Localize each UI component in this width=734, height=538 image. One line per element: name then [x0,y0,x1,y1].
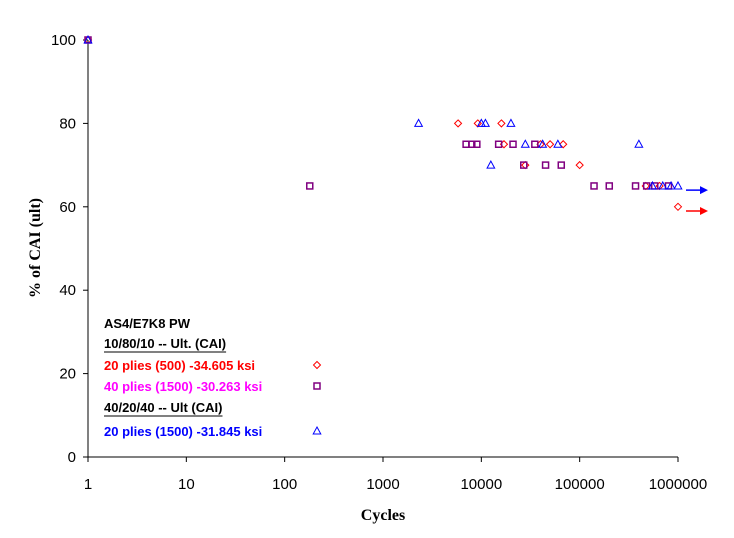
x-tick-label: 10 [178,476,195,493]
data-point [520,161,528,169]
data-points [83,34,683,212]
x-axis-title: Cycles [361,507,405,524]
data-point [497,119,506,128]
legend-group-heading: 40/20/40 -- Ult (CAI) [104,400,222,415]
y-axis-ticks: 0 20 40 60 80 100 [51,32,88,466]
data-point [557,161,566,169]
y-axis-title: % of CAI (ult) [27,198,44,298]
x-tick-label: 100000 [555,476,605,493]
data-point [553,139,563,148]
data-point [520,139,530,148]
data-point [673,180,683,190]
legend-marker-diamond [312,360,322,370]
y-tick-label: 0 [68,449,76,466]
legend-marker-square [313,382,321,390]
legend-group-heading: 10/80/10 -- Ult. (CAI) [104,336,226,351]
data-point [83,34,93,44]
data-point [541,161,550,169]
data-point [480,118,491,127]
legend: AS4/E7K8 PW 10/80/10 -- Ult. (CAI) 20 pl… [104,316,322,439]
x-axis-ticks: 1 10 100 1000 10000 100000 1000000 [84,457,707,493]
data-point [631,182,640,190]
data-point [468,140,476,148]
data-point [666,180,676,190]
x-tick-label: 1 [84,476,92,493]
y-tick-label: 60 [59,199,76,216]
runout-arrow-head [700,206,708,215]
y-tick-label: 100 [51,32,76,49]
data-point [590,182,598,190]
data-point [545,140,555,149]
runout-arrows [686,186,708,215]
data-point [642,182,651,190]
data-point [537,139,548,148]
x-tick-label: 100 [272,476,297,493]
y-tick-label: 80 [59,115,76,132]
legend-entry-label: 40 plies (1500) -30.263 ksi [104,379,262,394]
data-point [486,160,496,169]
data-point [453,119,463,128]
legend-entry-label: 20 plies (500) -34.605 ksi [104,358,255,373]
data-point [494,140,503,148]
data-point [506,118,516,127]
data-point [473,140,481,148]
x-tick-label: 1000 [366,476,399,493]
data-point [509,140,517,148]
data-point [558,140,568,149]
y-tick-label: 40 [59,282,76,299]
data-point [575,160,584,170]
legend-entry-label: 20 plies (1500) -31.845 ksi [104,424,262,439]
data-point [647,180,658,190]
data-point [634,139,644,148]
axes [87,40,678,458]
x-tick-label: 1000000 [649,476,707,493]
data-point [658,180,668,190]
x-tick-label: 10000 [460,476,502,493]
runout-arrow-head [700,186,708,195]
data-point [673,202,683,212]
data-point [605,182,614,190]
legend-marker-triangle [312,425,322,435]
data-point [413,118,424,127]
data-point [531,140,539,148]
y-tick-label: 20 [59,366,76,383]
legend-markers [312,360,322,435]
data-point [306,182,314,190]
legend-title: AS4/E7K8 PW [104,316,191,331]
